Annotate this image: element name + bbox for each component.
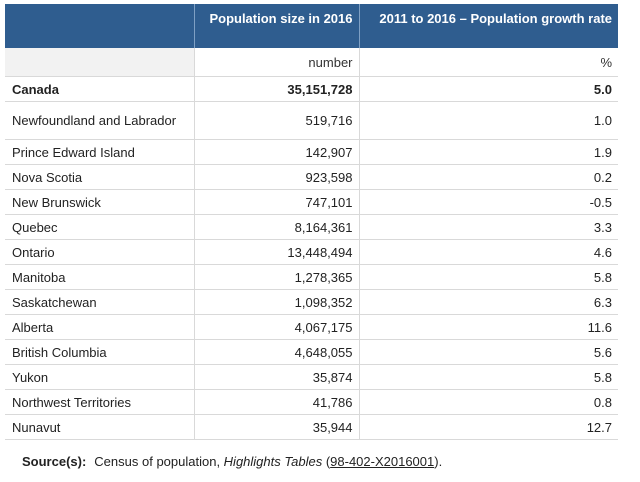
row-name: Yukon xyxy=(5,364,195,390)
row-population: 8,164,361 xyxy=(194,214,360,240)
table-row: Manitoba 1,278,365 5.8 xyxy=(5,264,618,290)
row-population: 13,448,494 xyxy=(194,239,360,265)
row-growth: 5.0 xyxy=(359,76,618,102)
table-row: Nunavut 35,944 12.7 xyxy=(5,414,618,440)
row-growth: 3.3 xyxy=(359,214,618,240)
table-body: number % Canada 35,151,728 5.0 Newfoundland… xyxy=(5,48,618,440)
row-name: Manitoba xyxy=(5,264,195,290)
table-row: Alberta 4,067,175 11.6 xyxy=(5,314,618,340)
units-blank xyxy=(5,48,195,77)
row-population: 4,067,175 xyxy=(194,314,360,340)
header-growth-rate: 2011 to 2016 – Population growth rate xyxy=(359,4,618,48)
row-growth: 11.6 xyxy=(359,314,618,340)
table-row: Canada 35,151,728 5.0 xyxy=(5,76,618,102)
units-growth: % xyxy=(359,48,618,77)
row-name: Ontario xyxy=(5,239,195,265)
row-population: 1,098,352 xyxy=(194,289,360,315)
row-name: Quebec xyxy=(5,214,195,240)
row-growth: 4.6 xyxy=(359,239,618,265)
row-population: 519,716 xyxy=(194,101,360,140)
row-name: Newfoundland and Labrador xyxy=(5,101,195,140)
table-row: Saskatchewan 1,098,352 6.3 xyxy=(5,289,618,315)
header-blank xyxy=(5,4,195,48)
population-table: Population size in 2016 2011 to 2016 – P… xyxy=(5,4,618,440)
row-growth: 5.8 xyxy=(359,364,618,390)
row-population: 747,101 xyxy=(194,189,360,215)
row-growth: -0.5 xyxy=(359,189,618,215)
row-growth: 5.8 xyxy=(359,264,618,290)
row-growth: 6.3 xyxy=(359,289,618,315)
table-row: Northwest Territories 41,786 0.8 xyxy=(5,389,618,415)
source-note: Source(s): Census of population, Highligh… xyxy=(22,454,442,469)
units-row: number % xyxy=(5,48,618,77)
row-population: 4,648,055 xyxy=(194,339,360,365)
row-name: Saskatchewan xyxy=(5,289,195,315)
table-row: Nova Scotia 923,598 0.2 xyxy=(5,164,618,190)
header-population: Population size in 2016 xyxy=(194,4,360,48)
row-name: Prince Edward Island xyxy=(5,139,195,165)
row-name: Canada xyxy=(5,76,195,102)
row-growth: 1.9 xyxy=(359,139,618,165)
source-italic: Highlights Tables xyxy=(223,454,323,469)
row-growth: 1.0 xyxy=(359,101,618,140)
row-name: New Brunswick xyxy=(5,189,195,215)
table-row: Ontario 13,448,494 4.6 xyxy=(5,239,618,265)
row-growth: 5.6 xyxy=(359,339,618,365)
table-row: New Brunswick 747,101 -0.5 xyxy=(5,189,618,215)
table-row: Yukon 35,874 5.8 xyxy=(5,364,618,390)
table-row: British Columbia 4,648,055 5.6 xyxy=(5,339,618,365)
row-population: 41,786 xyxy=(194,389,360,415)
row-growth: 0.2 xyxy=(359,164,618,190)
row-growth: 12.7 xyxy=(359,414,618,440)
row-population: 923,598 xyxy=(194,164,360,190)
row-name: British Columbia xyxy=(5,339,195,365)
source-text: Census of population, xyxy=(94,454,224,469)
row-growth: 0.8 xyxy=(359,389,618,415)
row-population: 35,874 xyxy=(194,364,360,390)
row-name: Nova Scotia xyxy=(5,164,195,190)
source-paren: ( xyxy=(322,454,331,469)
source-end: ). xyxy=(434,454,443,469)
row-population: 35,151,728 xyxy=(194,76,360,102)
table-row: Prince Edward Island 142,907 1.9 xyxy=(5,139,618,165)
units-population: number xyxy=(194,48,360,77)
row-name: Alberta xyxy=(5,314,195,340)
row-population: 142,907 xyxy=(194,139,360,165)
table-row: Newfoundland and Labrador 519,716 1.0 xyxy=(5,101,618,140)
row-population: 1,278,365 xyxy=(194,264,360,290)
row-name: Northwest Territories xyxy=(5,389,195,415)
table-row: Quebec 8,164,361 3.3 xyxy=(5,214,618,240)
source-link[interactable]: 98-402-X2016001 xyxy=(330,454,435,469)
row-population: 35,944 xyxy=(194,414,360,440)
row-name: Nunavut xyxy=(5,414,195,440)
table-header: Population size in 2016 2011 to 2016 – P… xyxy=(5,4,618,48)
source-label: Source(s): xyxy=(22,454,87,469)
